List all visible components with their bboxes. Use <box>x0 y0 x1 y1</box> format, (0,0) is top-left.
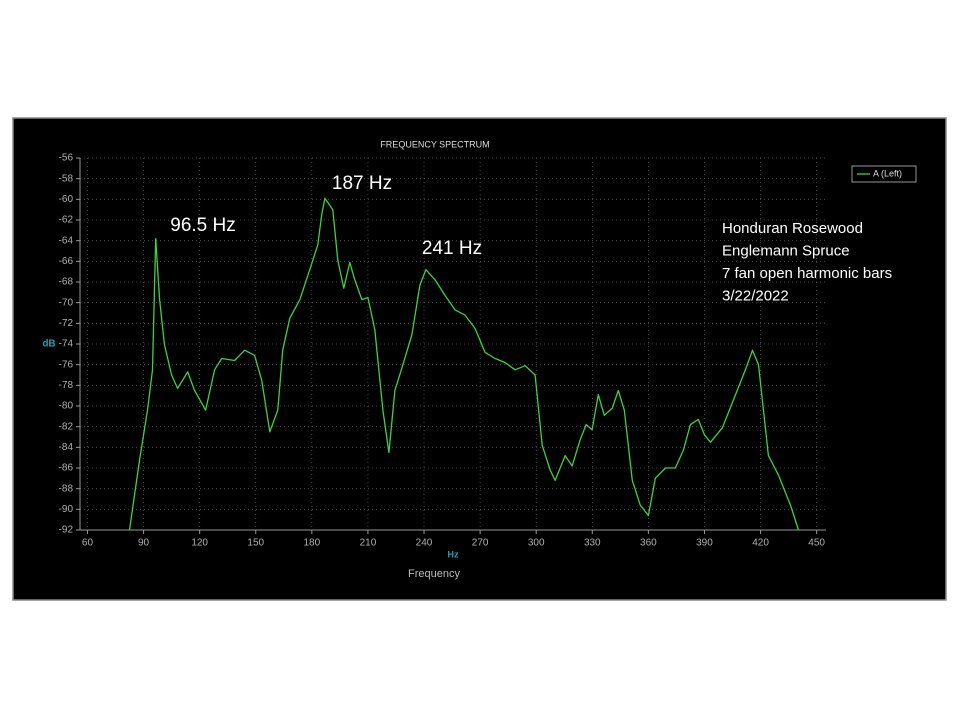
x-tick-label: 390 <box>696 538 713 549</box>
y-tick-label: -88 <box>59 483 74 494</box>
x-tick-label: 240 <box>416 538 433 549</box>
y-tick-label: -74 <box>59 339 74 350</box>
y-tick-label: -78 <box>59 380 74 391</box>
note-line: Honduran Rosewood <box>722 220 863 237</box>
y-tick-label: -82 <box>59 421 74 432</box>
y-tick-label: -56 <box>59 153 74 164</box>
note-line: 7 fan open harmonic bars <box>722 265 892 282</box>
x-tick-label: 180 <box>303 538 320 549</box>
y-tick-label: -64 <box>59 235 74 246</box>
note-line: 3/22/2022 <box>722 287 789 304</box>
x-tick-label: 360 <box>640 538 657 549</box>
y-axis-label: dB <box>42 339 55 350</box>
x-tick-label: 270 <box>472 538 489 549</box>
y-tick-label: -86 <box>59 463 74 474</box>
y-tick-label: -62 <box>59 215 74 226</box>
y-tick-label: -68 <box>59 277 74 288</box>
y-tick-label: -58 <box>59 173 74 184</box>
legend-label: A (Left) <box>873 168 902 178</box>
x-tick-label: 90 <box>138 538 150 549</box>
x-tick-label: 60 <box>82 538 94 549</box>
peak-annotation: 241 Hz <box>422 238 482 259</box>
x-axis-unit: Hz <box>448 549 459 559</box>
note-line: Englemann Spruce <box>722 242 850 259</box>
x-tick-label: 450 <box>808 538 825 549</box>
y-tick-label: -90 <box>59 504 74 515</box>
x-tick-label: 150 <box>247 538 264 549</box>
x-tick-label: 120 <box>191 538 208 549</box>
y-tick-label: -60 <box>59 194 74 205</box>
y-tick-label: -70 <box>59 297 74 308</box>
x-tick-label: 420 <box>752 538 769 549</box>
panel <box>12 117 947 601</box>
y-tick-label: -66 <box>59 256 74 267</box>
legend-box <box>851 165 917 183</box>
chart-title: FREQUENCY SPECTRUM <box>380 139 489 149</box>
peak-annotation: 96.5 Hz <box>170 215 235 236</box>
x-axis-label: Frequency <box>408 568 460 580</box>
y-tick-label: -76 <box>59 359 74 370</box>
y-tick-label: -84 <box>59 442 74 453</box>
y-tick-label: -72 <box>59 318 74 329</box>
peak-annotation: 187 Hz <box>332 173 392 194</box>
spectrum-line <box>128 197 800 531</box>
y-tick-label: -92 <box>59 525 74 536</box>
x-tick-label: 330 <box>584 538 601 549</box>
x-tick-label: 210 <box>360 538 377 549</box>
x-tick-label: 300 <box>528 538 545 549</box>
y-tick-label: -80 <box>59 401 74 412</box>
